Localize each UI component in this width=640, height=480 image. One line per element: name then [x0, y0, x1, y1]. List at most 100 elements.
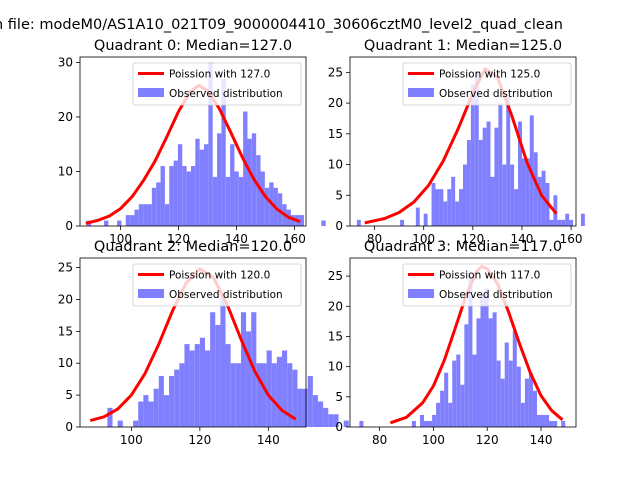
histogram-bar — [549, 420, 554, 427]
y-tick-label: 10 — [328, 158, 343, 172]
histogram-bar — [463, 164, 467, 226]
histogram-bar — [238, 176, 244, 226]
x-tick-label: 160 — [283, 232, 306, 246]
legend-label-observed: Observed distribution — [439, 88, 553, 100]
histogram-bar — [436, 402, 441, 427]
histogram-bar — [221, 78, 226, 226]
histogram-bar — [260, 171, 265, 226]
histogram-bar — [496, 360, 501, 427]
histogram-bar — [521, 158, 526, 226]
histogram-bar — [476, 318, 481, 427]
legend-label-observed: Observed distribution — [169, 88, 283, 100]
subplot-quadrant-3: 80 100 120 140 0 5 10 15 20 25 Poission with 117.… — [328, 239, 577, 447]
legend-box — [132, 62, 302, 106]
y-tick-label: 0 — [65, 420, 73, 434]
x-tick-label: 140 — [257, 433, 280, 447]
histogram-bar — [400, 219, 405, 226]
subplot-title: Quadrant 2: Median=120.0 — [94, 239, 292, 255]
histogram-bar — [415, 207, 420, 226]
histogram-bar — [230, 363, 236, 427]
histogram-bar — [177, 144, 183, 226]
histogram-bar — [474, 72, 479, 226]
histogram-bar — [321, 220, 326, 226]
histogram-bar — [333, 414, 339, 427]
histogram-bar — [510, 164, 515, 226]
histogram-bar — [455, 201, 460, 226]
histogram-bar — [148, 401, 154, 427]
histogram-bar — [307, 375, 313, 427]
histogram-bar — [480, 294, 485, 427]
histogram-bar — [444, 372, 449, 427]
histogram-bar — [451, 176, 456, 226]
histogram-bar — [243, 111, 248, 226]
histogram-bar — [356, 219, 361, 226]
histogram-bar — [169, 166, 174, 226]
legend-box — [132, 263, 302, 307]
histogram-bar — [484, 288, 489, 427]
y-tick-label: 15 — [58, 324, 73, 338]
x-tick-label: 100 — [120, 433, 143, 447]
histogram-bar — [234, 171, 239, 226]
histogram-bar — [549, 219, 554, 226]
histogram-bar — [271, 363, 277, 427]
x-tick-label: 80 — [372, 433, 387, 447]
legend-bar-swatch — [408, 289, 434, 298]
histogram-bar — [504, 342, 509, 427]
x-tick-label: 160 — [560, 232, 583, 246]
histogram-bar — [163, 395, 170, 427]
y-tick-label: 5 — [65, 388, 73, 402]
histogram-bar — [189, 350, 195, 427]
histogram-bar — [199, 337, 205, 427]
histogram-bar — [240, 312, 247, 427]
histogram-bar — [261, 363, 267, 427]
histogram-bar — [195, 138, 200, 226]
histogram-bar — [151, 187, 157, 226]
histogram-bar — [164, 204, 170, 226]
axes-frame — [79, 56, 307, 227]
plot-area: 80 100 120 140 0 5 10 15 20 25 — [328, 257, 577, 447]
histogram-bar — [292, 369, 298, 427]
histogram-bar — [312, 395, 318, 427]
y-tick-label: 5 — [335, 188, 343, 202]
histogram-bar — [478, 139, 483, 226]
y-tick-label: 30 — [58, 55, 73, 69]
histogram-bar — [143, 204, 148, 226]
histogram-bar — [488, 318, 493, 427]
poisson-fit-line — [364, 67, 558, 225]
histogram-bar — [435, 189, 440, 226]
histogram-bar — [225, 176, 231, 226]
histogram-bar — [138, 204, 144, 226]
histogram-bar — [431, 182, 436, 226]
x-tick-label: 120 — [476, 433, 499, 447]
histogram-bar — [443, 201, 448, 226]
histogram-bar — [419, 414, 424, 427]
x-tick-label: 100 — [422, 433, 445, 447]
histogram-bar — [537, 176, 542, 226]
histogram-bar — [440, 390, 445, 427]
histogram-bar — [215, 324, 221, 427]
histogram-bar — [130, 215, 135, 226]
x-tick-label: 140 — [511, 232, 534, 246]
legend-bar-swatch — [408, 88, 434, 97]
histogram-bar — [545, 414, 550, 427]
histogram-bar — [323, 407, 329, 427]
histogram-bar — [208, 62, 213, 226]
histogram-bar — [147, 204, 152, 226]
histogram-bar — [464, 324, 469, 427]
legend-label-poisson: Poission with 125.0 — [439, 69, 540, 81]
histogram-bar — [524, 378, 529, 427]
histogram-bar — [302, 388, 308, 427]
subplot-quadrant-0: 100 120 140 160 0 10 20 30 Poission with 127.0 … — [58, 38, 326, 246]
histogram-bar — [468, 276, 473, 427]
histogram-bar — [210, 312, 216, 427]
histogram-bar — [182, 166, 187, 226]
histogram-bar — [447, 189, 452, 226]
legend: Poission with 120.0 Observed distributio… — [132, 263, 302, 307]
histogram-bar — [282, 350, 288, 427]
histogram-bar — [565, 213, 570, 226]
histogram-bar — [514, 189, 519, 226]
figure-title: n file: modeM0/AS1A10_021T09_9000004410_… — [0, 17, 563, 33]
histogram-bar — [512, 330, 517, 427]
